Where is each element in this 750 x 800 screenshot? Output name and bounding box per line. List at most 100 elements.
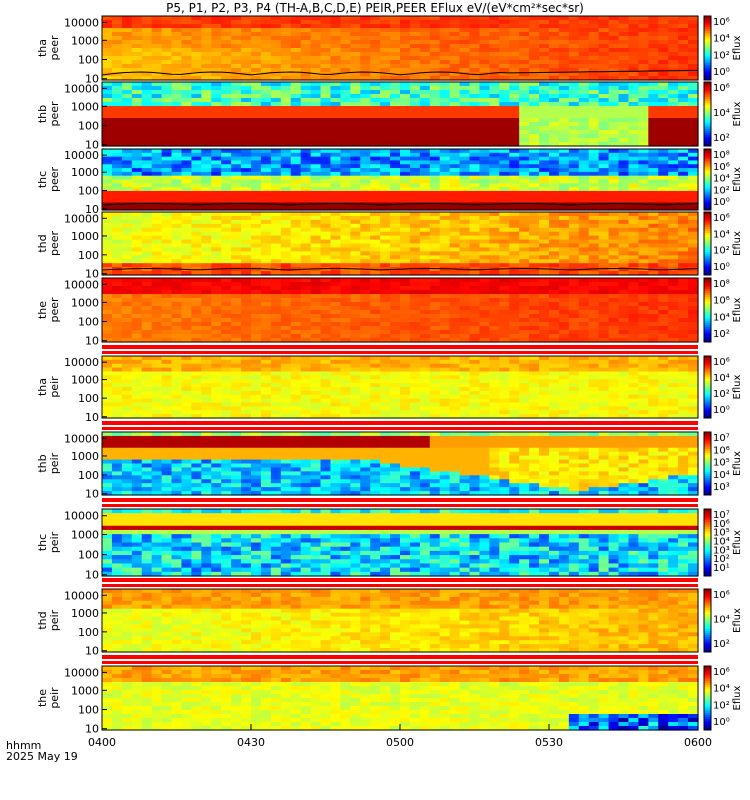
x-tick-label: 0400 <box>88 736 116 749</box>
colorbar-tick-label: 10⁵ <box>713 528 730 539</box>
y-tick-label: 1000 <box>71 34 99 47</box>
y-tick-label: 10000 <box>64 16 99 29</box>
colorbar-label: Eflux <box>732 608 743 633</box>
panel-probe-label: thd <box>36 611 49 629</box>
colorbar-tick-label: 10⁰ <box>713 197 730 208</box>
colorbar-tick-label: 10⁶ <box>713 445 730 456</box>
colorbar-tick-label: 10⁴ <box>713 34 730 45</box>
panel-thc-peer: 10 100 1000 10000 thc peer 10⁸10⁶10⁴10²10⁰Eflu… <box>36 148 743 216</box>
y-tick-label: 100 <box>78 704 99 717</box>
panel-frame <box>101 277 699 343</box>
colorbar-label: Eflux <box>732 685 743 710</box>
y-tick-label: 100 <box>78 549 99 562</box>
y-tick-label: 1000 <box>71 528 99 541</box>
panel-frame <box>101 355 699 419</box>
panel-product-label: peir <box>48 609 61 631</box>
colorbar-tick-label: 10⁶ <box>713 83 730 94</box>
panel-probe-label: thd <box>36 234 49 252</box>
colorbar-tick-label: 10³ <box>713 545 730 556</box>
panel-frame <box>101 588 699 653</box>
colorbar-tick-label: 10⁸ <box>713 279 730 290</box>
y-tick-label: 10000 <box>64 278 99 291</box>
colorbar-tick-label: 10² <box>713 246 730 257</box>
colorbar-tick-label: 10² <box>713 554 730 565</box>
x-tick-label: 0500 <box>386 736 414 749</box>
y-tick-label: 1000 <box>71 166 99 179</box>
y-tick-label: 10 <box>85 139 99 152</box>
colorbar-label: Eflux <box>732 530 743 555</box>
y-tick-label: 100 <box>78 249 99 262</box>
colorbar-tick-label: 10⁶ <box>713 213 730 224</box>
colorbar-tick-label: 10⁴ <box>713 470 730 481</box>
panel-frame <box>101 431 699 496</box>
panel-frame <box>101 211 699 276</box>
colorbar-label: Eflux <box>732 101 743 126</box>
red-band <box>102 351 698 354</box>
red-band <box>102 498 698 502</box>
colorbar-tick-label: 10⁴ <box>713 312 730 323</box>
colorbar-tick-label: 10⁶ <box>713 162 730 173</box>
colorbar-tick-label: 10⁴ <box>713 373 730 384</box>
y-tick-label: 100 <box>78 626 99 639</box>
colorbar-tick-label: 10² <box>713 133 730 144</box>
panel-probe-label: tha <box>36 39 49 57</box>
colorbar-tick-label: 10⁴ <box>713 229 730 240</box>
y-tick-label: 100 <box>78 184 99 197</box>
y-tick-label: 10000 <box>64 82 99 95</box>
colorbar-tick-label: 10⁰ <box>713 67 730 78</box>
y-tick-label: 1000 <box>71 684 99 697</box>
y-tick-label: 1000 <box>71 296 99 309</box>
panel-product-label: peir <box>48 687 61 709</box>
colorbar-tick-label: 10⁴ <box>713 615 730 626</box>
colorbar-tick-label: 10⁶ <box>713 296 730 307</box>
colorbar-tick-label: 10² <box>713 185 730 196</box>
y-tick-label: 10 <box>85 335 99 348</box>
y-tick-label: 10000 <box>64 432 99 445</box>
y-tick-label: 100 <box>78 54 99 67</box>
y-tick-label: 1000 <box>71 450 99 463</box>
panel-product-label: peer <box>48 231 61 257</box>
colorbar-tick-label: 10⁷ <box>713 510 730 521</box>
colorbar-tick-label: 10⁰ <box>713 405 730 416</box>
colorbar-tick-label: 10² <box>713 50 730 61</box>
trace-line <box>101 267 699 271</box>
red-band <box>102 421 698 425</box>
y-tick-label: 100 <box>78 316 99 329</box>
colorbar-tick-label: 10⁴ <box>713 537 730 548</box>
y-tick-label: 10000 <box>64 510 99 523</box>
colorbar-tick-label: 10⁶ <box>713 590 730 601</box>
colorbar-tick-label: 10³ <box>713 482 730 493</box>
panel-probe-label: thb <box>36 454 49 472</box>
colorbar-tick-label: 10⁰ <box>713 717 730 728</box>
colorbar-tick-label: 10² <box>713 639 730 650</box>
red-band <box>102 427 698 430</box>
y-tick-label: 10 <box>85 203 99 216</box>
colorbar-label: Eflux <box>732 167 743 192</box>
x-tick-label: 0430 <box>237 736 265 749</box>
y-tick-label: 10 <box>85 268 99 281</box>
colorbar-tick-label: 10⁶ <box>713 667 730 678</box>
colorbar-tick-label: 10² <box>713 329 730 340</box>
red-band <box>102 345 698 349</box>
panel-product-label: peir <box>48 452 61 474</box>
y-tick-label: 10 <box>85 723 99 736</box>
panel-frame <box>101 148 699 211</box>
y-tick-label: 10 <box>85 645 99 658</box>
colorbar-tick-label: 10¹ <box>713 563 730 574</box>
panel-thc-peir: 10 100 1000 10000 thc peir 10⁷10⁶10⁵10⁴10³10²1… <box>36 508 743 582</box>
panel-product-label: peer <box>48 167 61 193</box>
panel-probe-label: tha <box>36 378 49 396</box>
y-tick-label: 100 <box>78 392 99 405</box>
y-tick-label: 10 <box>85 411 99 424</box>
colorbar-tick-label: 10² <box>713 700 730 711</box>
